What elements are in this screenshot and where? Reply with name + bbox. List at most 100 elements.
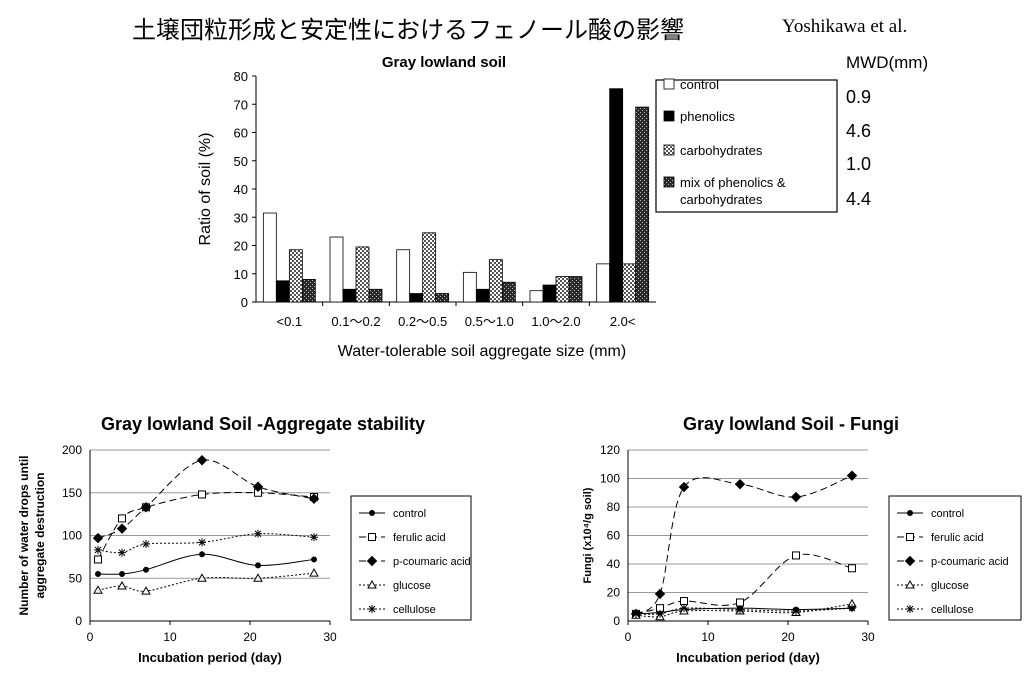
data-point bbox=[368, 605, 376, 613]
y-axis-label: Fungi (x10⁴/g soil) bbox=[582, 487, 594, 583]
legend-swatch bbox=[663, 78, 675, 90]
legend-label: cellulose bbox=[931, 604, 974, 616]
legend-label: ferulic acid bbox=[931, 532, 984, 544]
bar-control bbox=[262, 212, 277, 303]
page-title: 土壌団粒形成と安定性におけるフェノール酸の影響 bbox=[132, 16, 684, 44]
bar-carbohydrates bbox=[288, 249, 303, 303]
x-axis-label: Incubation period (day) bbox=[676, 650, 820, 665]
y-tick-label: 50 bbox=[234, 154, 248, 169]
data-point bbox=[141, 586, 151, 595]
bar-mix-of-phenolics-carbohydrates bbox=[368, 288, 383, 303]
y-tick-label: 20 bbox=[607, 586, 621, 600]
y-tick-label: 200 bbox=[62, 443, 82, 457]
x-tick-label: 20 bbox=[781, 630, 795, 644]
bar-mix-of-phenolics-carbohydrates bbox=[301, 278, 316, 303]
data-point bbox=[117, 580, 127, 590]
bar-mix-of-phenolics-carbohydrates bbox=[435, 293, 450, 303]
data-point bbox=[906, 605, 914, 613]
bar-carbohydrates bbox=[488, 259, 503, 303]
data-point bbox=[309, 568, 319, 577]
legend-label: glucose bbox=[393, 580, 431, 592]
data-point bbox=[199, 551, 205, 558]
data-point bbox=[198, 490, 206, 499]
data-point bbox=[93, 585, 103, 594]
legend-box bbox=[655, 79, 838, 213]
x-tick-label: 1.0～2.0 bbox=[531, 314, 580, 329]
y-tick-label: 70 bbox=[234, 97, 248, 112]
bar-control bbox=[462, 271, 477, 303]
data-point bbox=[907, 510, 913, 516]
data-point bbox=[94, 546, 102, 555]
bar-carbohydrates bbox=[422, 232, 437, 303]
mwd-header: MWD(mm) bbox=[846, 53, 928, 72]
x-tick-label: 0.1～0.2 bbox=[331, 314, 380, 329]
x-tick-label: 20 bbox=[243, 630, 257, 644]
bar-carbohydrates bbox=[355, 246, 370, 303]
data-point bbox=[196, 455, 208, 466]
x-axis-label: Water-tolerable soil aggregate size (mm) bbox=[338, 343, 626, 360]
legend-swatch bbox=[663, 110, 675, 122]
data-point bbox=[252, 481, 264, 492]
page-author: Yoshikawa et al. bbox=[782, 16, 908, 37]
data-point bbox=[140, 502, 152, 513]
bar-mix-of-phenolics-carbohydrates bbox=[635, 106, 650, 303]
y-axis-label-cont: aggregate destruction bbox=[33, 472, 47, 598]
data-point bbox=[906, 533, 914, 541]
y-tick-label: 20 bbox=[234, 239, 248, 254]
legend-swatch bbox=[663, 176, 675, 188]
data-point bbox=[654, 588, 666, 600]
data-point bbox=[254, 529, 262, 538]
y-axis-label: Ratio of soil (%) bbox=[197, 133, 214, 246]
data-point bbox=[368, 533, 376, 541]
x-tick-label: 30 bbox=[861, 630, 875, 644]
mwd-value: 4.4 bbox=[846, 189, 871, 209]
legend-swatch bbox=[663, 144, 675, 156]
y-tick-label: 60 bbox=[234, 126, 248, 141]
data-point bbox=[792, 607, 800, 616]
legend-label: control bbox=[931, 508, 964, 520]
data-point bbox=[848, 564, 856, 573]
data-point bbox=[92, 532, 104, 544]
data-point bbox=[904, 555, 916, 567]
chart-title: Gray lowland Soil -Aggregate stability bbox=[101, 414, 425, 434]
data-point bbox=[143, 566, 149, 573]
data-point bbox=[95, 570, 101, 577]
x-tick-label: 0.2～0.5 bbox=[398, 314, 447, 329]
data-point bbox=[198, 538, 206, 547]
y-tick-label: 10 bbox=[234, 267, 248, 282]
legend-label: mix of phenolics & bbox=[680, 175, 786, 190]
series-p-coumaric-acid-line bbox=[635, 475, 853, 615]
data-point bbox=[736, 605, 744, 614]
legend-label: phenolics bbox=[680, 109, 735, 124]
data-point bbox=[142, 540, 150, 549]
x-tick-label: 0 bbox=[87, 630, 94, 644]
bar-phenolics bbox=[609, 88, 624, 303]
data-point bbox=[118, 514, 126, 523]
data-point bbox=[116, 523, 128, 534]
y-tick-label: 30 bbox=[234, 210, 248, 225]
data-point bbox=[736, 598, 744, 607]
legend-label: carbohydrates bbox=[680, 143, 763, 158]
bar-mix-of-phenolics-carbohydrates bbox=[501, 281, 516, 303]
data-point bbox=[680, 597, 688, 606]
mwd-value: 4.6 bbox=[846, 121, 871, 141]
legend-label: p-coumaric acid bbox=[393, 556, 471, 568]
mwd-value: 1.0 bbox=[846, 154, 871, 174]
data-point bbox=[366, 555, 378, 567]
legend-box bbox=[350, 495, 472, 621]
bar-mix-of-phenolics-carbohydrates bbox=[568, 276, 583, 303]
legend-label: control bbox=[680, 77, 719, 92]
data-point bbox=[255, 562, 261, 569]
data-point bbox=[253, 573, 263, 582]
data-point bbox=[790, 491, 802, 503]
data-point bbox=[94, 555, 102, 564]
data-point bbox=[311, 556, 317, 563]
data-point bbox=[119, 570, 125, 577]
y-tick-label: 50 bbox=[69, 571, 83, 585]
data-point bbox=[846, 470, 858, 481]
legend-label: cellulose bbox=[393, 604, 436, 616]
y-tick-label: 100 bbox=[62, 529, 82, 543]
y-tick-label: 0 bbox=[241, 295, 248, 310]
